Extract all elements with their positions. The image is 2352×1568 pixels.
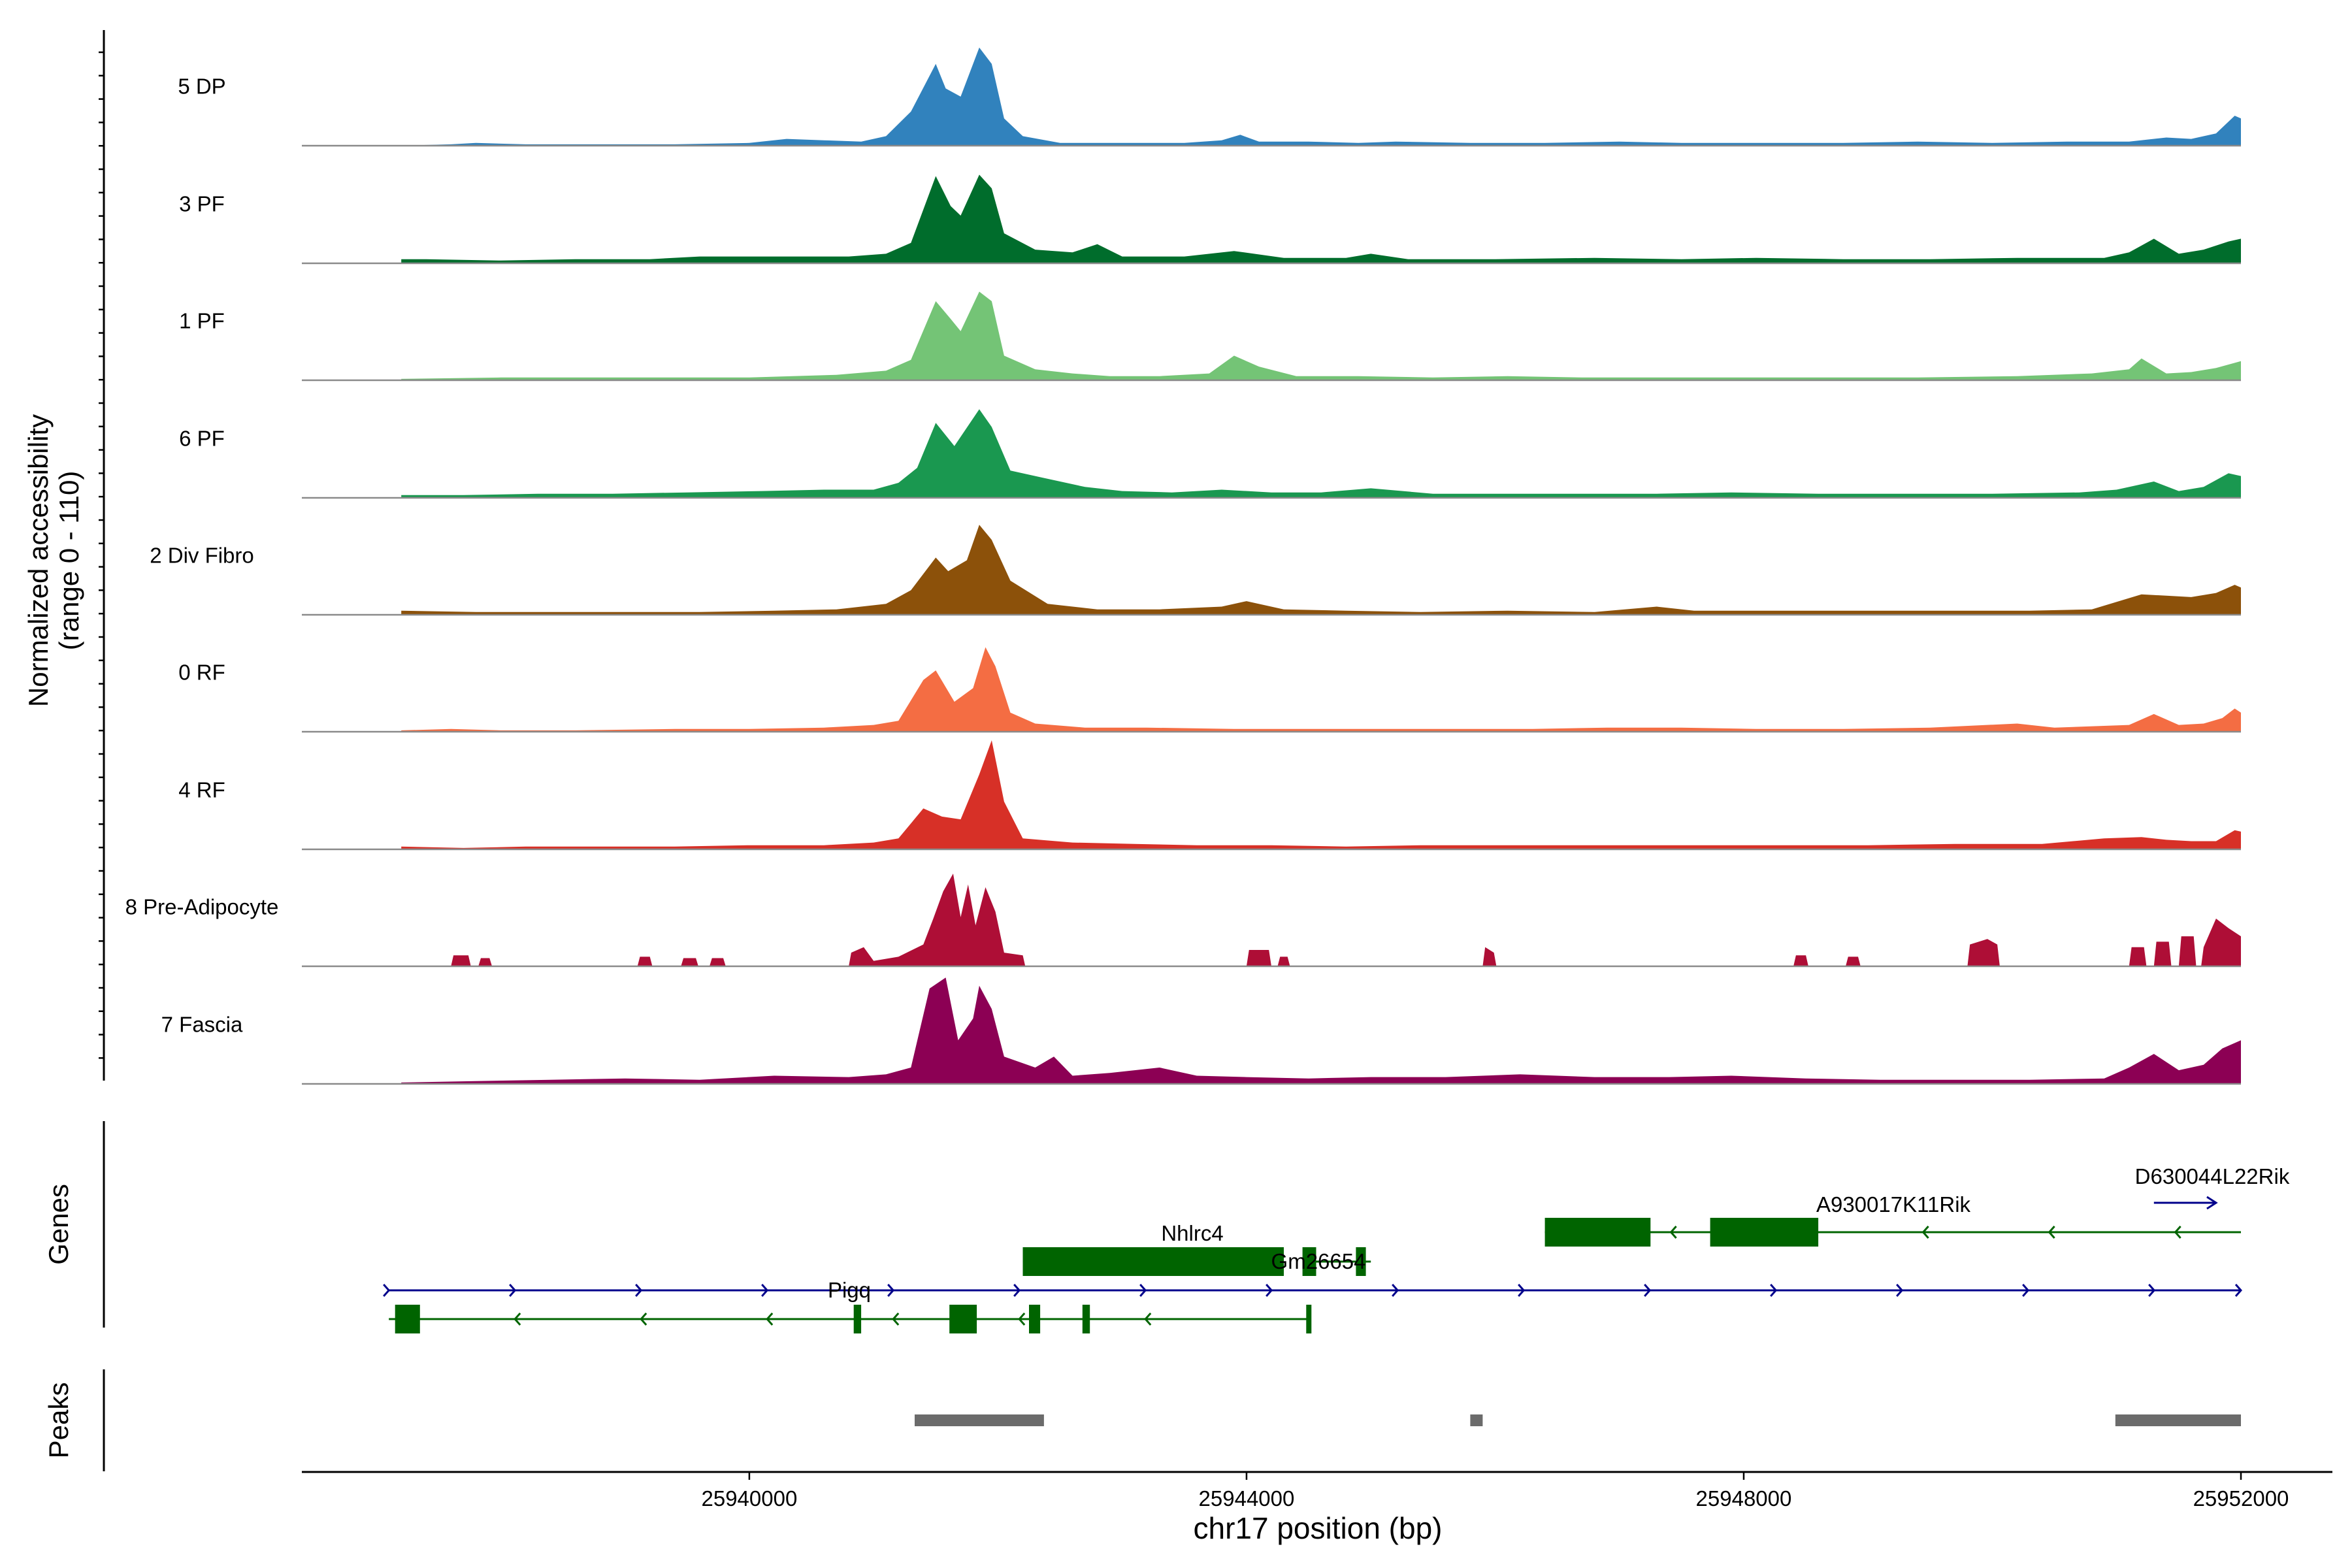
- x-tick-label: 25952000: [2193, 1486, 2289, 1511]
- strand-arrow: [2234, 1284, 2243, 1297]
- exon: [1022, 1247, 1284, 1276]
- track-label: 7 Fascia: [161, 1013, 243, 1037]
- track-label: 5 DP: [178, 74, 225, 99]
- coverage-area: [401, 291, 2242, 380]
- exon: [1029, 1305, 1041, 1333]
- exon: [853, 1305, 862, 1333]
- track-label: 3 PF: [179, 192, 225, 216]
- gene-label: Nhlrc4: [1161, 1221, 1223, 1245]
- strand-arrow: [1770, 1284, 1778, 1297]
- strand-arrow: [1896, 1284, 1904, 1297]
- gene-label: D630044L22Rik: [2135, 1164, 2290, 1188]
- strand-arrow: [1518, 1284, 1526, 1297]
- strand-arrow: [761, 1284, 769, 1297]
- x-tick-label: 25944000: [1199, 1486, 1295, 1511]
- strand-arrow: [509, 1284, 517, 1297]
- strand-arrow: [887, 1284, 895, 1297]
- gene-5: D630044L22Rik: [2135, 1164, 2290, 1210]
- y-axis-label-line1: Normalized accessibility: [23, 414, 54, 707]
- track-label: 8 Pre-Adipocyte: [125, 895, 279, 919]
- gene-label: Gm26654: [1271, 1249, 1366, 1273]
- gene-3: [389, 1305, 1312, 1333]
- coverage-area: [401, 174, 2242, 263]
- exon: [1082, 1305, 1090, 1333]
- strand-arrow: [766, 1313, 774, 1326]
- track-4: 2 Div Fibro: [150, 525, 2242, 616]
- coverage-area: [401, 409, 2242, 498]
- track-label: 6 PF: [179, 427, 225, 451]
- exon: [1306, 1305, 1312, 1333]
- track-1: 3 PF: [179, 174, 2242, 265]
- coverage-tracks: 5 DP 3 PF 1 PF 6 PF 2 Div Fibro 0 RF 4 RF 8 Pre…: [125, 47, 2242, 1085]
- track-3: 6 PF: [179, 409, 2242, 499]
- peak: [1470, 1414, 1483, 1426]
- strand-arrow: [383, 1284, 391, 1297]
- coverage-area: [401, 647, 2242, 732]
- strand-arrow: [1644, 1284, 1652, 1297]
- strand-arrow: [514, 1313, 521, 1326]
- strand-arrow: [1139, 1284, 1147, 1297]
- track-label: 1 PF: [179, 309, 225, 333]
- x-tick-label: 25948000: [1696, 1486, 1792, 1511]
- strand-arrow: [1921, 1226, 1929, 1239]
- x-axis-label: chr17 position (bp): [1194, 1511, 1443, 1545]
- exon: [1710, 1218, 1819, 1247]
- gene-track: Pigq Nhlrc4 Gm26654 A930017K11Rik D630044L22…: [383, 1164, 2290, 1333]
- strand-arrow: [2048, 1226, 2055, 1239]
- track-8: 7 Fascia: [161, 977, 2242, 1085]
- gene-label: A930017K11Rik: [1816, 1192, 1971, 1217]
- track-2: 1 PF: [179, 291, 2242, 382]
- strand-arrow: [1669, 1226, 1677, 1239]
- y-axis-label-line2: (range 0 - 110): [54, 471, 84, 651]
- gene-label: Pigq: [828, 1278, 871, 1302]
- strand-arrow: [635, 1284, 643, 1297]
- strand-arrow: [1013, 1284, 1021, 1297]
- strand-arrow: [2206, 1196, 2218, 1210]
- coverage-area: [401, 977, 2242, 1084]
- strand-arrow: [892, 1313, 900, 1326]
- strand-arrow: [1266, 1284, 1273, 1297]
- gene-1: Nhlrc4: [1022, 1221, 1284, 1276]
- track-7: 8 Pre-Adipocyte: [125, 874, 2241, 968]
- peaks-track-label: Peaks: [43, 1382, 74, 1459]
- gene-2: Gm26654: [1271, 1247, 1371, 1276]
- track-label: 0 RF: [178, 661, 225, 685]
- exon: [1302, 1247, 1316, 1276]
- track-0: 5 DP: [178, 47, 2242, 147]
- peak-track: [915, 1414, 2241, 1426]
- gene-0: Pigq: [383, 1278, 2243, 1302]
- x-axis-ticks: 25940000 25944000 25948000 25952000: [702, 1472, 2289, 1511]
- strand-arrow: [1018, 1313, 1026, 1326]
- gene-4: A930017K11Rik: [1544, 1192, 2241, 1247]
- exon: [1544, 1218, 1651, 1247]
- strand-arrow: [1144, 1313, 1152, 1326]
- coverage-area: [401, 47, 2242, 146]
- coverage-y-ticks: [99, 51, 104, 1059]
- track-label: 2 Div Fibro: [150, 544, 254, 568]
- strand-arrow: [1392, 1284, 1399, 1297]
- exon: [395, 1305, 420, 1333]
- strand-arrow: [2148, 1284, 2156, 1297]
- strand-arrow: [640, 1313, 647, 1326]
- genes-track-label: Genes: [43, 1184, 74, 1265]
- x-tick-label: 25940000: [702, 1486, 798, 1511]
- peak: [2115, 1414, 2241, 1426]
- exon: [1356, 1247, 1366, 1276]
- track-label: 4 RF: [178, 778, 225, 802]
- exon: [949, 1305, 977, 1333]
- peak: [915, 1414, 1044, 1426]
- coverage-area: [451, 874, 2241, 966]
- strand-arrow: [2174, 1226, 2181, 1239]
- strand-arrow: [2022, 1284, 2030, 1297]
- coverage-area: [401, 740, 2242, 849]
- coverage-area: [401, 525, 2242, 615]
- track-6: 4 RF: [178, 740, 2242, 851]
- track-5: 0 RF: [178, 647, 2242, 733]
